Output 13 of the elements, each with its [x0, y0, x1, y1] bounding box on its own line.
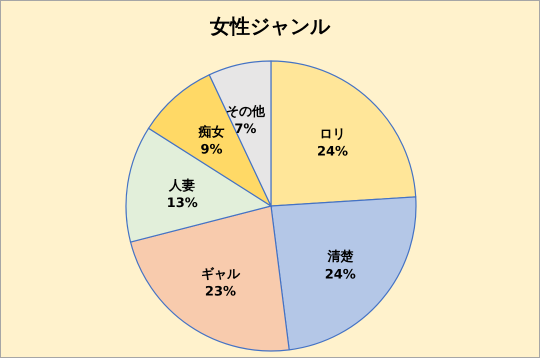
data-label: 23%: [204, 284, 236, 300]
data-label: 9%: [200, 142, 223, 158]
chart-title: 女性ジャンル: [209, 14, 331, 38]
data-label: 24%: [316, 144, 348, 160]
slice-label: 痴女: [198, 124, 225, 140]
data-label: 13%: [166, 196, 198, 211]
data-label: 7%: [234, 122, 256, 138]
slice-label: 人妻: [168, 177, 196, 194]
slice-label: 清楚: [326, 250, 354, 265]
data-label: 24%: [324, 267, 356, 282]
slice-label: ギャル: [200, 266, 241, 282]
slice-label: ロリ: [320, 126, 346, 142]
slice-label: その他: [226, 104, 266, 120]
